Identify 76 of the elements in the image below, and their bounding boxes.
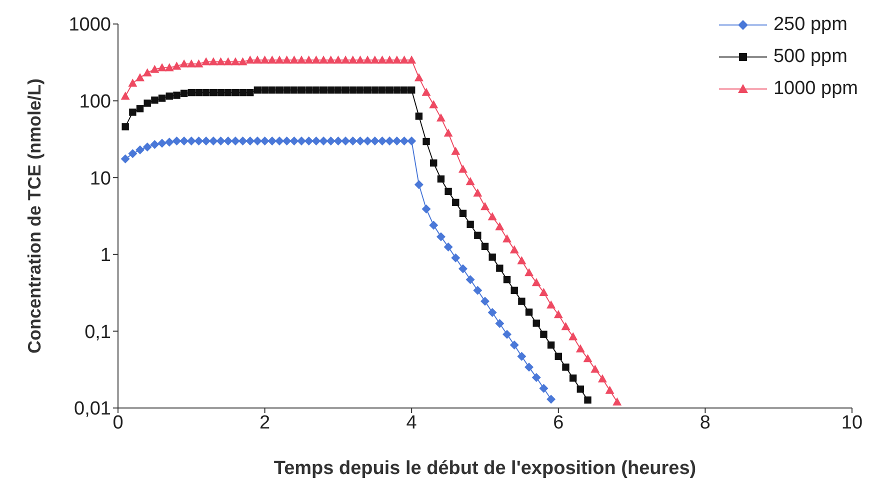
point [326, 136, 336, 146]
x-tick-label: 4 [406, 412, 418, 434]
y-tick-label: 10 [90, 168, 111, 190]
point [488, 308, 497, 318]
point [319, 136, 328, 146]
point [458, 264, 468, 274]
legend-label: 1000 ppm [773, 78, 858, 100]
point [466, 275, 475, 284]
y-tick-label: 0,01 [74, 398, 111, 420]
point [341, 136, 350, 146]
x-tick-label: 10 [841, 412, 863, 434]
point [532, 372, 541, 382]
point [186, 136, 196, 146]
point [158, 138, 167, 148]
point [290, 136, 299, 146]
point [539, 384, 548, 393]
point [502, 330, 512, 339]
point [180, 136, 189, 146]
point [297, 136, 306, 146]
point [208, 136, 218, 146]
y-tick-label: 100 [79, 92, 111, 113]
point [436, 232, 446, 242]
point [400, 136, 409, 146]
y-tick-label: 1000 [68, 14, 111, 36]
x-tick-label: 0 [112, 412, 124, 434]
point [370, 136, 380, 146]
y-axis-title: Concentration de TCE (nmole/L) [24, 78, 44, 354]
point [274, 136, 284, 146]
point [202, 136, 211, 146]
point [451, 253, 460, 262]
point [348, 136, 358, 146]
point [473, 286, 482, 295]
x-tick-label: 2 [260, 412, 270, 434]
point [407, 136, 416, 146]
point [422, 204, 431, 214]
point [524, 362, 534, 372]
point [172, 136, 182, 146]
point [480, 296, 490, 306]
legend-label: 250 ppm [773, 14, 848, 36]
point [282, 136, 292, 146]
x-axis-title: Temps depuis le début de l'exposition (heures) [274, 458, 696, 479]
point [429, 220, 438, 230]
point [238, 136, 248, 146]
point [495, 318, 504, 328]
x-tick-label: 6 [553, 412, 564, 434]
y-tick-label: 0,1 [84, 322, 111, 343]
point [224, 136, 233, 146]
x-tick-label: 8 [700, 412, 710, 434]
point [363, 136, 372, 146]
point [216, 136, 226, 146]
point [230, 136, 240, 146]
point [246, 136, 255, 146]
point [546, 394, 556, 404]
point [260, 136, 270, 146]
point [194, 136, 204, 146]
legend-label: 500 ppm [773, 46, 848, 68]
point [356, 136, 365, 146]
point [252, 136, 262, 146]
point [444, 242, 453, 252]
point [150, 140, 160, 149]
point [164, 138, 174, 147]
point [142, 142, 152, 152]
point [268, 136, 277, 146]
point [414, 180, 424, 190]
point [304, 136, 314, 146]
point [378, 136, 387, 146]
point [510, 340, 519, 350]
point [385, 136, 394, 146]
point [120, 154, 130, 164]
point [312, 136, 321, 146]
point [128, 149, 138, 158]
point [334, 136, 343, 146]
point [392, 136, 402, 146]
point [136, 145, 145, 154]
y-tick-label: 1 [100, 245, 111, 266]
point [517, 352, 526, 361]
